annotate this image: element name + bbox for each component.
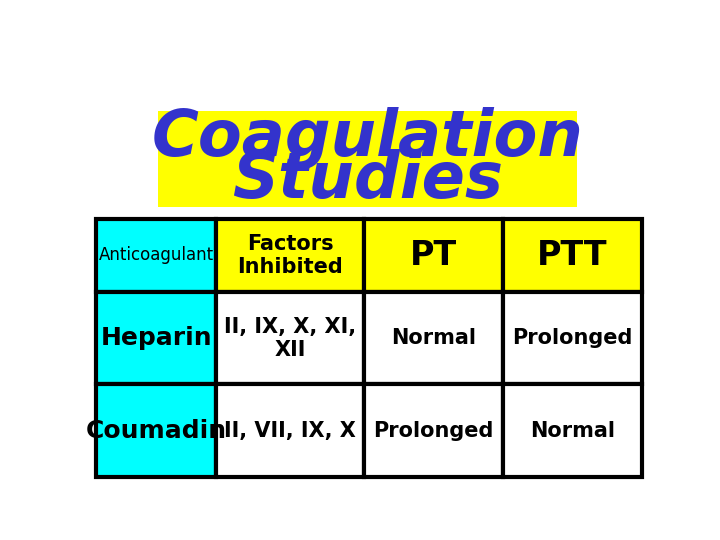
Text: PT: PT <box>410 239 457 272</box>
Bar <box>503 219 642 292</box>
Bar <box>503 384 642 477</box>
Text: Studies: Studies <box>232 149 503 211</box>
Bar <box>364 219 503 292</box>
Text: Prolonged: Prolonged <box>373 421 493 441</box>
Bar <box>96 292 216 384</box>
Bar <box>216 219 364 292</box>
Bar <box>216 292 364 384</box>
Text: Coumadin: Coumadin <box>86 418 227 443</box>
Text: Coagulation: Coagulation <box>151 107 583 169</box>
Bar <box>216 384 364 477</box>
Bar <box>503 292 642 384</box>
Bar <box>158 111 577 207</box>
Text: PTT: PTT <box>537 239 608 272</box>
Text: Normal: Normal <box>391 328 476 348</box>
Text: II, VII, IX, X: II, VII, IX, X <box>224 421 356 441</box>
Bar <box>364 384 503 477</box>
Text: Normal: Normal <box>530 421 615 441</box>
Bar <box>364 292 503 384</box>
Bar <box>96 384 216 477</box>
Text: II, IX, X, XI,
XII: II, IX, X, XI, XII <box>224 316 356 360</box>
Bar <box>96 219 216 292</box>
Text: Factors
Inhibited: Factors Inhibited <box>237 234 343 277</box>
Text: Heparin: Heparin <box>101 326 212 350</box>
Text: Anticoagulant: Anticoagulant <box>99 246 214 265</box>
Text: Prolonged: Prolonged <box>512 328 633 348</box>
